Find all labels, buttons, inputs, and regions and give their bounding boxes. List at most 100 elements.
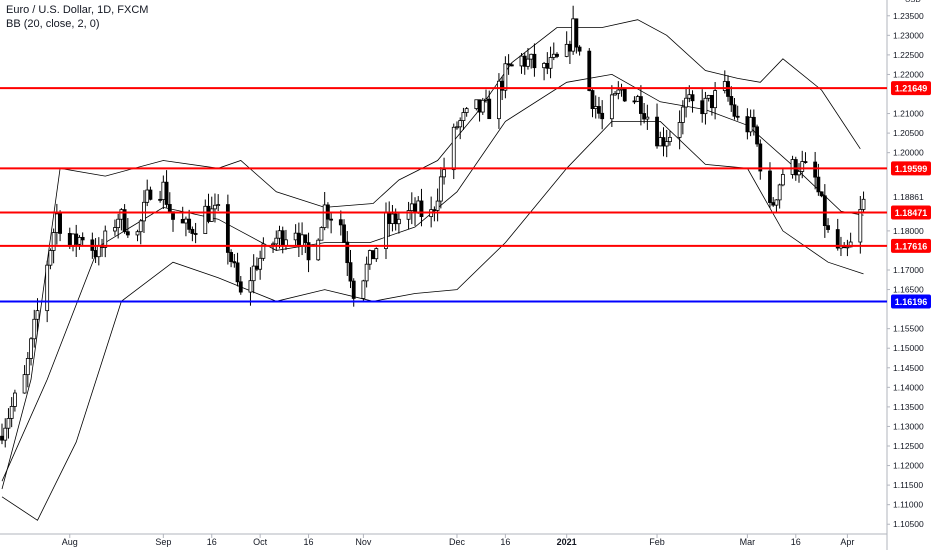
candle xyxy=(329,212,334,234)
candle-body xyxy=(180,219,185,224)
candle-body xyxy=(745,116,750,133)
candle xyxy=(545,52,550,75)
candle-body xyxy=(442,169,446,178)
candle xyxy=(577,45,582,56)
candle-body xyxy=(503,63,508,91)
candle-body xyxy=(768,170,772,203)
candle xyxy=(826,218,830,233)
candle-body xyxy=(238,281,243,293)
candle-body xyxy=(280,230,285,247)
candle xyxy=(551,42,556,61)
candle xyxy=(790,155,795,179)
candle xyxy=(642,103,647,124)
candle-body xyxy=(74,233,79,245)
candle-body xyxy=(6,418,11,429)
candle-body xyxy=(300,234,304,247)
candle xyxy=(361,279,366,303)
candle xyxy=(300,222,304,256)
candle-body xyxy=(125,231,130,236)
candle-body xyxy=(458,120,463,128)
candle-body xyxy=(861,198,866,210)
candle xyxy=(845,239,850,257)
candle xyxy=(387,201,392,237)
candle-body xyxy=(645,116,650,120)
candle xyxy=(284,229,288,250)
candle-body xyxy=(816,176,821,193)
candle-body xyxy=(574,18,579,48)
candle-body xyxy=(409,203,414,211)
candle xyxy=(193,222,198,244)
candle xyxy=(48,248,53,270)
level-price-tag xyxy=(891,294,931,309)
y-tick-label: 1.10500 xyxy=(893,519,924,529)
candle-body xyxy=(451,126,456,171)
candle-body xyxy=(145,189,150,203)
candle xyxy=(206,193,211,224)
candle-body xyxy=(29,338,33,359)
level-price-tag xyxy=(891,81,931,96)
candle-body xyxy=(609,94,614,120)
candle xyxy=(555,52,559,59)
candle xyxy=(9,397,14,428)
candle xyxy=(522,53,527,75)
candle-body xyxy=(709,95,714,109)
candle xyxy=(819,191,824,198)
candle xyxy=(274,230,279,251)
candle-body xyxy=(348,262,353,282)
x-tick-label: Feb xyxy=(649,537,665,547)
candle-body xyxy=(261,243,266,259)
candle-body xyxy=(371,250,375,260)
candle xyxy=(658,131,663,147)
candle xyxy=(451,123,456,180)
price-scale-divider xyxy=(0,0,888,550)
candle-body xyxy=(274,237,279,245)
candle-body xyxy=(522,55,527,67)
candle-body xyxy=(255,265,259,270)
candle xyxy=(706,94,711,102)
candle xyxy=(461,107,466,130)
candle xyxy=(255,257,259,272)
candle-body xyxy=(3,427,8,441)
candle xyxy=(616,81,621,100)
candle-body xyxy=(384,212,388,249)
candle-body xyxy=(758,143,763,172)
candle xyxy=(164,170,169,208)
candle-body xyxy=(45,264,50,312)
candle xyxy=(803,152,808,164)
candle xyxy=(690,90,695,113)
candle-body xyxy=(251,265,256,282)
candle-body xyxy=(51,232,56,251)
candle xyxy=(80,232,85,246)
candle xyxy=(593,95,598,119)
candle-body xyxy=(206,205,211,222)
candle xyxy=(216,194,221,212)
candle-body xyxy=(113,227,117,232)
candle xyxy=(261,237,266,261)
y-tick-label: 1.23000 xyxy=(893,30,924,40)
y-tick-label: 1.17000 xyxy=(893,265,924,275)
candle xyxy=(296,222,301,258)
candle-body xyxy=(477,99,482,113)
x-tick-label: Dec xyxy=(449,537,466,547)
y-tick-label: 1.15500 xyxy=(893,324,924,334)
candle-body xyxy=(487,98,492,120)
candle xyxy=(22,365,27,394)
candle-body xyxy=(703,97,708,115)
candle-body xyxy=(774,199,779,206)
horizontal-levels: 1.21649 1.19599 1.18471 1.17616 1.16196 xyxy=(0,81,931,309)
candle-body xyxy=(506,63,511,66)
candle xyxy=(338,210,343,236)
level-price-label: 1.18471 xyxy=(895,208,928,218)
candle-body xyxy=(732,104,737,117)
candle xyxy=(229,249,234,268)
x-tick-label: Nov xyxy=(355,537,372,547)
candle-body xyxy=(845,246,850,249)
candle-body xyxy=(797,171,801,176)
candle xyxy=(458,117,463,140)
candle xyxy=(655,103,659,149)
candle-body xyxy=(590,90,595,110)
candle xyxy=(768,162,772,208)
candle xyxy=(416,196,421,214)
candle-body xyxy=(116,218,121,229)
